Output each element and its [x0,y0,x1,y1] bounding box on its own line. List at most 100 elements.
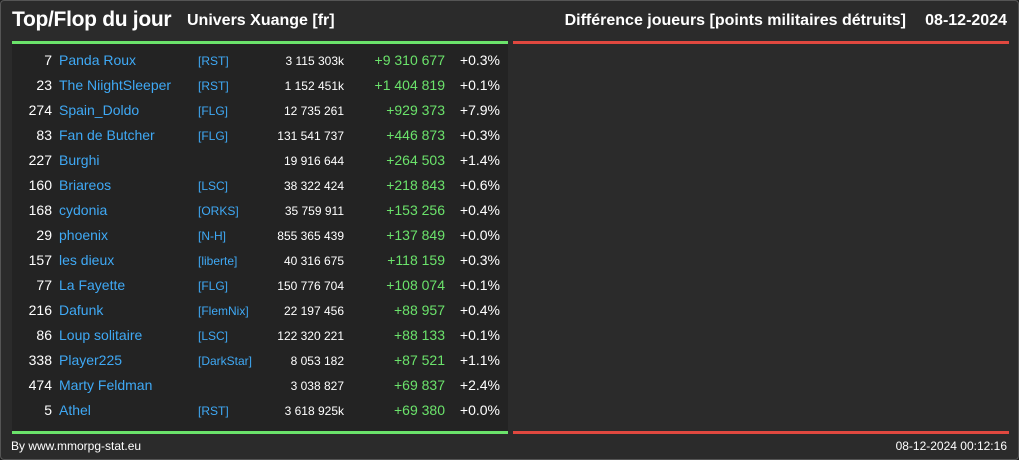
bottom-bar-negative [513,431,1009,434]
table-row: 274 Spain_Doldo [FLG] 12 735 261 +929 373 +7.… [12,98,508,123]
player-points: 22 197 456 [283,304,344,318]
table-row: 216 Dafunk [FlemNix] 22 197 456 +88 957 +0.4% [12,298,508,323]
player-rank: 338 [28,352,52,368]
table-row: 160 Briareos [LSC] 38 322 424 +218 843 +0.6% [12,173,508,198]
player-name-link[interactable]: Athel [59,402,91,418]
alliance-link[interactable]: [LSC] [198,329,229,343]
table-row: 5 Athel [RST] 3 618 925k +69 380 +0.0% [12,398,508,423]
player-name-link[interactable]: The NiightSleeper [59,77,172,93]
alliance-link[interactable]: [RST] [198,404,229,418]
table-row: 23 The NiightSleeper [RST] 1 152 451k +1 404… [12,73,508,98]
percent-change: +0.4% [459,202,500,218]
top-bar-positive [12,41,508,44]
alliance-link[interactable]: [FLG] [198,104,229,118]
player-rank: 160 [28,177,52,193]
player-points: 131 541 737 [277,129,344,143]
alliance-link[interactable]: [RST] [198,79,229,93]
player-rank: 474 [28,377,52,393]
header: Top/Flop du jour Univers Xuange [fr] Dif… [1,1,1018,41]
player-name-link[interactable]: Briareos [59,177,112,193]
top-panel: 7 Panda Roux [RST] 3 115 303k +9 310 677 +0.3… [12,44,508,431]
alliance-link[interactable]: [RST] [198,54,229,68]
player-points: 40 316 675 [283,254,344,268]
player-name-link[interactable]: cydonia [59,202,108,218]
player-points: 1 152 451k [284,79,344,93]
universe-label: Univers Xuange [fr] [187,12,335,29]
player-points: 12 735 261 [283,104,344,118]
points-difference: +446 873 [386,127,445,143]
alliance-link[interactable]: [LSC] [198,179,229,193]
alliance-link[interactable]: [DarkStar] [198,354,253,368]
alliance-link[interactable]: [liberte] [198,254,238,268]
player-points: 38 322 424 [283,179,344,193]
player-name-link[interactable]: les dieux [59,252,115,268]
table-row: 338 Player225 [DarkStar] 8 053 182 +87 521 +1… [12,348,508,373]
alliance-link[interactable]: [FLG] [198,129,229,143]
table-row: 86 Loup solitaire [LSC] 122 320 221 +88 133 +… [12,323,508,348]
player-name-link[interactable]: Dafunk [59,302,104,318]
player-name-link[interactable]: Spain_Doldo [59,102,140,118]
points-difference: +118 159 [387,252,445,268]
table-row: 474 Marty Feldman 3 038 827 +69 837 +2.4% [12,373,508,398]
player-name-link[interactable]: Panda Roux [59,52,137,68]
player-name-link[interactable]: phoenix [59,227,109,243]
percent-change: +0.1% [459,77,500,93]
player-rank: 7 [44,52,52,68]
table-row: 29 phoenix [N-H] 855 365 439 +137 849 +0.0% [12,223,508,248]
top-bar-negative [513,41,1009,44]
top-list: 7 Panda Roux [RST] 3 115 303k +9 310 677 +0.3… [12,48,508,423]
player-points: 3 618 925k [284,404,344,418]
table-row: 7 Panda Roux [RST] 3 115 303k +9 310 677 +0.3… [12,48,508,73]
player-name-link[interactable]: Marty Feldman [59,377,153,393]
footer-timestamp: 08-12-2024 00:12:16 [895,439,1007,453]
percent-change: +0.0% [459,402,500,418]
percent-change: +0.3% [459,252,500,268]
player-rank: 168 [28,202,52,218]
alliance-link[interactable]: [ORKS] [198,204,239,218]
player-rank: 29 [36,227,52,243]
points-difference: +153 256 [386,202,445,218]
points-difference: +137 849 [386,227,445,243]
alliance-link[interactable]: [N-H] [198,229,226,243]
metric-label: Différence joueurs [points militaires dé… [564,12,906,29]
player-points: 122 320 221 [277,329,344,343]
percent-change: +1.1% [459,352,500,368]
percent-change: +7.9% [459,102,500,118]
percent-change: +0.1% [459,277,500,293]
points-difference: +1 404 819 [374,77,445,93]
percent-change: +0.3% [459,52,500,68]
alliance-link[interactable]: [FlemNix] [198,304,249,318]
points-difference: +69 837 [394,377,445,393]
player-points: 19 916 644 [283,154,344,168]
player-name-link[interactable]: Loup solitaire [59,327,143,343]
player-name-link[interactable]: Player225 [59,352,123,368]
table-row: 157 les dieux [liberte] 40 316 675 +118 159 +… [12,248,508,273]
points-difference: +87 521 [394,352,445,368]
player-name-link[interactable]: Fan de Butcher [59,127,155,143]
flop-panel [513,44,1009,431]
player-points: 3 115 303k [285,54,345,68]
player-rank: 216 [28,302,52,318]
alliance-link[interactable]: [FLG] [198,279,229,293]
table-row: 227 Burghi 19 916 644 +264 503 +1.4% [12,148,508,173]
player-points: 8 053 182 [290,354,344,368]
bottom-bar-positive [12,431,508,434]
player-rank: 83 [36,127,52,143]
table-row: 168 cydonia [ORKS] 35 759 911 +153 256 +0.4% [12,198,508,223]
points-difference: +929 373 [386,102,445,118]
points-difference: +9 310 677 [374,52,445,68]
player-rank: 227 [28,152,52,168]
points-difference: +88 957 [394,302,445,318]
percent-change: +0.6% [459,177,500,193]
footer-credit[interactable]: By www.mmorpg-stat.eu [11,439,142,453]
player-rank: 157 [28,252,52,268]
page-title: Top/Flop du jour [12,8,172,31]
points-difference: +108 074 [386,277,445,293]
player-rank: 5 [44,402,52,418]
player-rank: 86 [36,327,52,343]
date-label: 08-12-2024 [925,12,1007,29]
player-points: 855 365 439 [277,229,344,243]
player-name-link[interactable]: La Fayette [59,277,126,293]
player-name-link[interactable]: Burghi [59,152,100,168]
